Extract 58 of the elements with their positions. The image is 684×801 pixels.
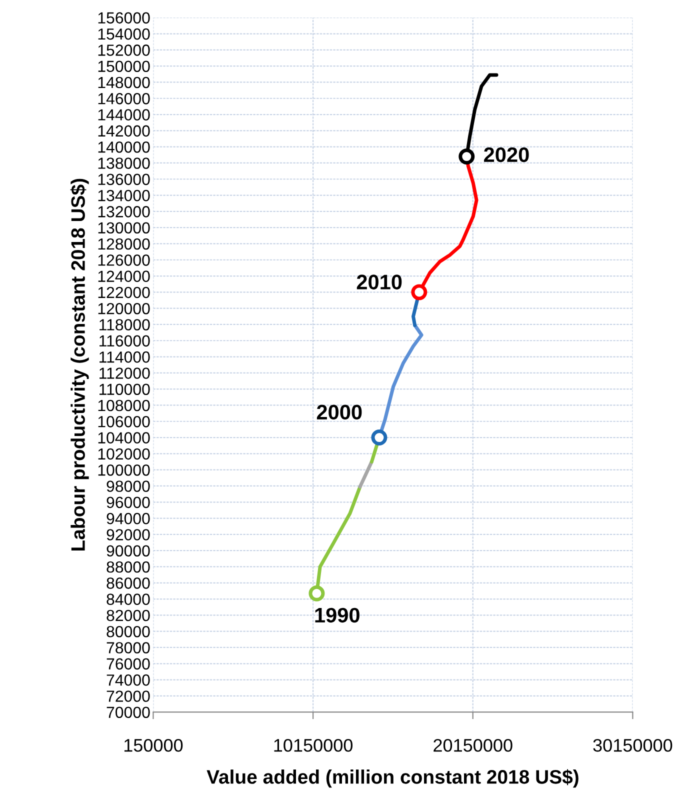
y-tick-label: 140000 — [98, 141, 150, 153]
y-tick-label: 128000 — [98, 238, 150, 250]
y-tick-label: 102000 — [98, 448, 150, 460]
annotation: 1990 — [315, 608, 360, 623]
y-tick-label: 94000 — [106, 512, 150, 524]
y-tick-label: 108000 — [98, 400, 150, 412]
y-tick-label: 70000 — [106, 706, 150, 718]
y-tick-label: 104000 — [98, 432, 150, 444]
y-tick-label: 80000 — [106, 626, 150, 638]
x-tick-label: 150000 — [124, 738, 183, 752]
y-tick-label: 156000 — [98, 12, 150, 24]
y-tick-label: 142000 — [98, 125, 150, 137]
point — [458, 148, 475, 164]
y-tick-label: 130000 — [98, 222, 150, 234]
annotation: 2020 — [484, 147, 529, 162]
y-tick-label: 86000 — [106, 578, 150, 589]
y-tick-label: 132000 — [98, 206, 150, 218]
x-axis-title: Value added (million constant 2018 US$) — [206, 769, 578, 788]
y-tick-label: 72000 — [106, 690, 150, 702]
y-tick-label: 78000 — [106, 642, 150, 654]
x-tick-label: 30150000 — [593, 738, 672, 752]
y-tick-label: 154000 — [98, 28, 150, 40]
y-tick-label: 126000 — [98, 254, 150, 266]
annotation: 2000 — [316, 404, 362, 420]
point — [308, 585, 325, 602]
y-tick-label: 84000 — [106, 594, 150, 605]
y-tick-label: 98000 — [106, 480, 150, 492]
y-tick-label: 152000 — [98, 44, 150, 56]
y-tick-label: 146000 — [98, 93, 150, 104]
point — [371, 430, 388, 446]
y-tick-label: 90000 — [106, 545, 150, 557]
y-tick-label: 96000 — [106, 496, 150, 508]
y-tick-label: 76000 — [106, 658, 150, 670]
x-tick-label: 20150000 — [434, 738, 512, 752]
y-tick-label: 92000 — [106, 529, 150, 540]
y-tick-label: 114000 — [100, 351, 150, 363]
y-tick-label: 106000 — [98, 416, 150, 428]
y-tick-label: 112000 — [100, 368, 150, 379]
y-tick-label: 136000 — [98, 174, 150, 186]
y-tick-label: 116000 — [100, 335, 150, 347]
y-tick-label: 148000 — [98, 76, 150, 88]
y-tick-label: 88000 — [106, 561, 150, 573]
y-tick-label: 124000 — [98, 270, 150, 282]
point — [411, 284, 428, 300]
y-axis-title: Labour productivity (constant 2018 US$) — [70, 178, 89, 550]
y-tick-label: 82000 — [106, 610, 150, 622]
x-tick-label: 10150000 — [274, 738, 353, 752]
y-tick-label: 134000 — [98, 190, 150, 202]
annotation: 2010 — [356, 274, 402, 290]
y-tick-label: 74000 — [106, 674, 150, 686]
y-tick-label: 118000 — [100, 319, 150, 330]
y-tick-label: 110000 — [100, 384, 150, 396]
y-tick-label: 144000 — [98, 109, 150, 120]
y-tick-label: 100000 — [98, 464, 150, 476]
y-tick-label: 138000 — [98, 158, 150, 169]
y-tick-label: 120000 — [98, 302, 150, 314]
y-tick-label: 150000 — [98, 60, 150, 72]
y-tick-label: 122000 — [98, 286, 150, 298]
